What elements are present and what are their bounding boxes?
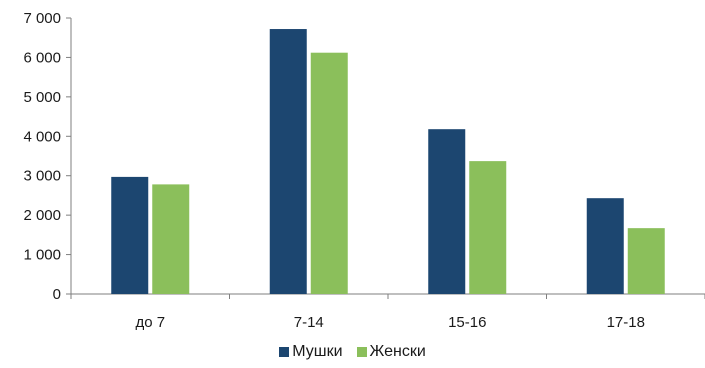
legend-item-male: Мушки	[279, 343, 343, 361]
bar-female	[152, 184, 190, 294]
x-tick-label: 15-16	[448, 314, 486, 331]
legend: Мушки Женски	[0, 343, 705, 361]
bar-male	[111, 176, 149, 294]
x-tick-label: 17-18	[607, 314, 645, 331]
y-tick-label: 7 000	[23, 10, 61, 27]
x-tick-label: до 7	[135, 314, 165, 331]
y-tick-label: 5 000	[23, 89, 61, 106]
legend-swatch-female	[356, 347, 367, 357]
bar-male	[428, 129, 466, 294]
y-tick-label: 1 000	[23, 247, 61, 264]
bar-male	[269, 29, 307, 294]
legend-label-male: Мушки	[292, 343, 343, 360]
y-tick-label: 4 000	[23, 128, 61, 145]
bar-male	[586, 198, 624, 294]
x-axis-ticks: до 7 7-14 15-16 17-18	[70, 294, 705, 331]
y-tick-label: 0	[53, 286, 61, 303]
bar-female	[310, 52, 348, 294]
bar-female	[469, 161, 507, 294]
x-tick-label: 7-14	[294, 314, 324, 331]
legend-label-female: Женски	[369, 343, 426, 360]
legend-swatch-male	[279, 347, 290, 357]
y-tick-label: 3 000	[23, 168, 61, 185]
y-tick-label: 2 000	[23, 207, 61, 224]
bar-female	[627, 228, 665, 294]
legend-item-female: Женски	[356, 343, 426, 361]
y-tick-label: 6 000	[23, 49, 61, 66]
bar-chart: 0 1 000 2 000 3 000 4 000 5 000 6 000 7 000 до …	[23, 10, 705, 331]
y-axis-ticks: 0 1 000 2 000 3 000 4 000 5 000 6 000 7 000	[23, 10, 71, 303]
bars	[111, 29, 665, 294]
